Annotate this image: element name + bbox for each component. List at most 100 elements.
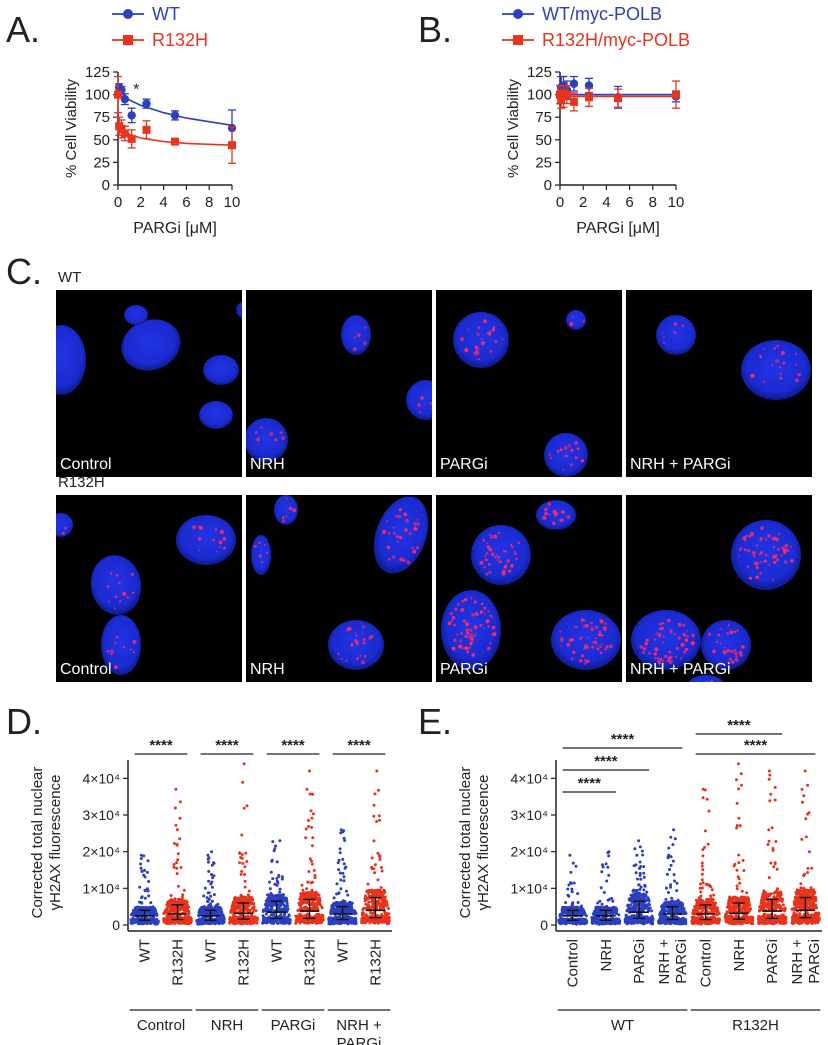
data-point [246, 893, 250, 897]
data-point [286, 915, 289, 919]
gamma-h2ax-focus [131, 591, 135, 594]
gamma-h2ax-focus [576, 625, 579, 628]
data-point [286, 907, 290, 911]
gamma-h2ax-focus [118, 600, 122, 603]
gamma-h2ax-focus [491, 625, 496, 630]
data-point [602, 921, 606, 925]
data-point [349, 918, 353, 921]
gamma-h2ax-focus [363, 341, 367, 346]
significance-label: **** [149, 737, 173, 754]
gamma-h2ax-focus [108, 600, 110, 603]
gamma-h2ax-focus [467, 328, 469, 331]
data-point [385, 904, 389, 908]
data-point [144, 911, 148, 915]
legend-marker-square [123, 35, 133, 45]
nucleus [688, 675, 724, 682]
data-point [574, 864, 578, 868]
data-point [345, 889, 348, 893]
data-point [582, 909, 586, 913]
nucleus [199, 401, 233, 429]
data-point [175, 872, 179, 876]
gamma-h2ax-focus [656, 631, 658, 634]
data-point [220, 920, 224, 924]
data-point [339, 887, 343, 891]
data-point [186, 905, 190, 908]
y-tick-label: 0 [544, 177, 552, 194]
gamma-h2ax-focus [599, 619, 604, 624]
data-point [314, 905, 318, 909]
data-point [274, 919, 278, 923]
data-point [566, 887, 570, 891]
gamma-h2ax-focus [487, 562, 491, 566]
data-point [235, 899, 239, 903]
data-point [262, 916, 266, 920]
data-point [268, 887, 272, 891]
data-point [269, 908, 273, 912]
x-tick-label: 10 [668, 194, 685, 211]
y-axis-label-line1: Corrected total nuclear [457, 767, 474, 919]
data-point [280, 897, 284, 901]
data-point [559, 913, 563, 917]
data-point [339, 831, 343, 835]
data-point [303, 896, 307, 900]
gamma-h2ax-focus [388, 557, 391, 561]
data-point [251, 906, 255, 909]
gamma-h2ax-focus [345, 659, 348, 662]
gamma-h2ax-focus [215, 550, 218, 553]
x-tick-label: 2 [579, 194, 587, 211]
gamma-h2ax-focus [574, 440, 579, 445]
nucleus [56, 325, 86, 395]
data-point [347, 907, 351, 911]
gamma-h2ax-focus [775, 359, 779, 364]
gamma-h2ax-focus [489, 614, 492, 618]
microscopy-image: NRH + PARGi [626, 495, 812, 682]
legend-marker-square [513, 35, 523, 45]
gamma-h2ax-focus [256, 437, 261, 442]
gamma-h2ax-focus [583, 662, 586, 665]
data-point [175, 861, 179, 865]
gamma-h2ax-focus [474, 612, 479, 616]
gamma-h2ax-focus [657, 661, 662, 665]
data-point [178, 900, 182, 904]
data-point [147, 894, 151, 898]
microscopy-condition-label: NRH [250, 456, 285, 473]
gamma-h2ax-focus [728, 657, 733, 661]
gamma-h2ax-focus [456, 633, 459, 636]
y-tick-label: 25 [535, 154, 552, 171]
gamma-h2ax-focus [768, 563, 771, 566]
data-point [313, 873, 317, 877]
data-point [335, 882, 339, 886]
category-label: WT [203, 939, 220, 962]
gamma-h2ax-focus [477, 326, 481, 330]
data-point [241, 861, 245, 865]
gamma-h2ax-focus [726, 632, 730, 636]
nucleus [203, 355, 239, 385]
gamma-h2ax-focus [451, 646, 456, 651]
y-tick-label: 75 [93, 109, 110, 126]
data-point [142, 922, 145, 926]
y-tick-label: 4×10⁴ [510, 770, 548, 786]
data-point [314, 915, 318, 919]
gamma-h2ax-focus [420, 396, 424, 400]
data-point [341, 871, 345, 875]
gamma-h2ax-focus [488, 533, 491, 536]
gamma-h2ax-focus [464, 598, 468, 602]
data-point [566, 893, 570, 897]
gamma-h2ax-focus [402, 559, 406, 562]
gamma-h2ax-focus [417, 546, 420, 549]
gamma-h2ax-focus [467, 635, 471, 639]
gamma-h2ax-focus [594, 625, 599, 630]
data-point [642, 871, 646, 875]
gamma-h2ax-focus [684, 647, 689, 652]
data-point [164, 921, 168, 925]
data-point [645, 890, 649, 894]
data-point [178, 816, 182, 820]
nucleus [406, 380, 432, 420]
microscopy-image: PARGi [436, 495, 622, 682]
gamma-h2ax-focus [660, 626, 664, 631]
data-point [341, 857, 345, 861]
data-point [166, 905, 170, 909]
gamma-h2ax-focus [490, 552, 495, 557]
gamma-h2ax-focus [497, 531, 500, 534]
data-point [313, 876, 317, 879]
